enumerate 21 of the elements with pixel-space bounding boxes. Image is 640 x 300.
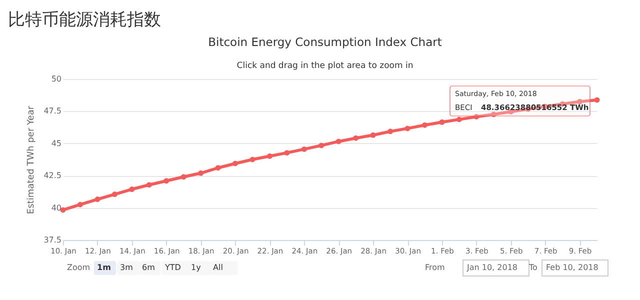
text: To <box>528 263 538 272</box>
chart-title: 比特币能源消耗指数 <box>8 10 161 30</box>
text: Click and drag in the plot area to zoom in <box>236 61 414 71</box>
chart-subtitle: Bitcoin Energy Consumption Index Chart <box>208 35 442 49</box>
y-tick-label: 50 <box>51 74 62 84</box>
text: Feb 10, 2018 <box>546 263 598 272</box>
text: Jan 10, 2018 <box>466 263 518 272</box>
text: From <box>425 263 446 272</box>
text: All <box>213 263 223 272</box>
y-tick-label: 45 <box>51 138 62 148</box>
text: 6m <box>142 263 156 272</box>
y-axis-title: Estimated TWh per Year <box>26 106 37 214</box>
text: YTD <box>164 263 181 272</box>
y-tick-label: 47.5 <box>44 106 62 116</box>
y-tick-label: 42.5 <box>44 171 62 180</box>
text: 1m <box>97 263 111 272</box>
text: 1y <box>191 263 202 272</box>
text: 3m <box>120 263 134 272</box>
y-tick-label: 40 <box>51 203 62 212</box>
y-tick-label: 37.5 <box>44 236 62 244</box>
text: Zoom <box>67 263 90 272</box>
